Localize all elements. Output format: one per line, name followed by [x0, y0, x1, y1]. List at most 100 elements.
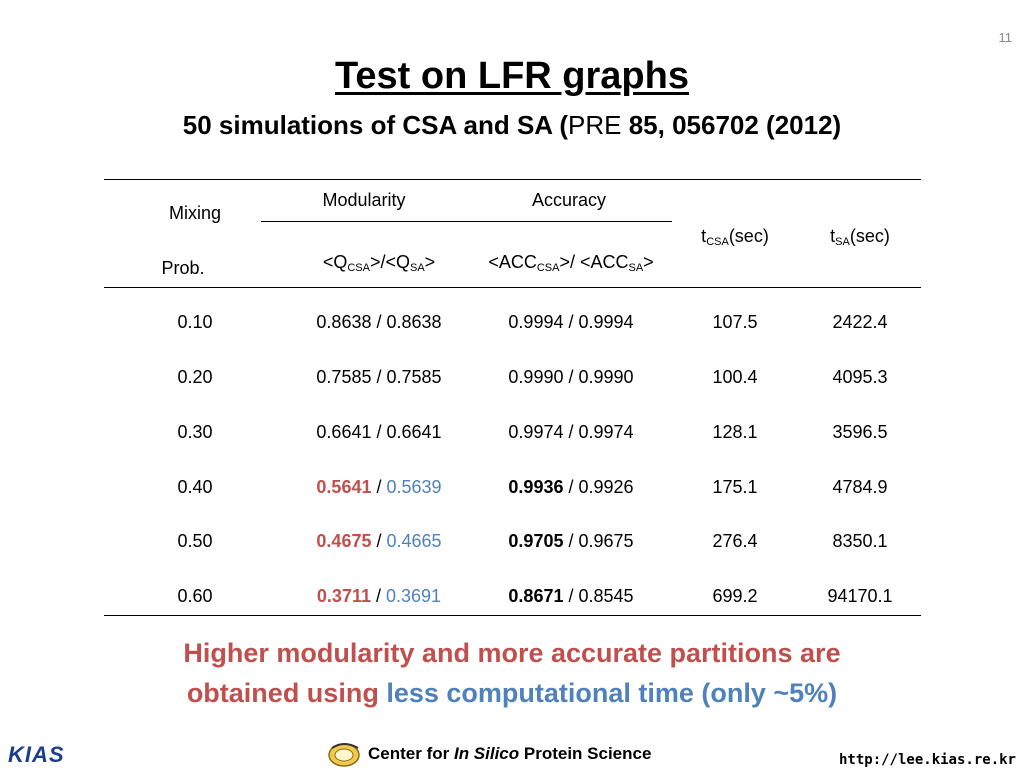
- t-sa-value: 8350.1: [832, 531, 888, 551]
- row-t-csa: 100.4: [675, 367, 795, 388]
- header-accuracy: Accuracy: [531, 190, 607, 210]
- row-modularity: 0.5641 / 0.5639: [274, 477, 484, 498]
- separator: /: [563, 422, 579, 442]
- header-modularity: Modularity: [322, 190, 406, 210]
- separator: /: [563, 531, 579, 551]
- row-prob: 0.60: [145, 586, 245, 607]
- row-t-csa: 107.5: [675, 312, 795, 333]
- slide-title: Test on LFR graphs: [335, 55, 689, 97]
- separator: /: [370, 586, 386, 606]
- row-prob: 0.10: [145, 312, 245, 333]
- acc-sa-value: 0.9994: [578, 312, 634, 332]
- prob-value: 0.50: [177, 531, 213, 551]
- table-header-bottom-rule: [104, 287, 921, 288]
- footer-url: http://lee.kias.re.kr: [838, 752, 1016, 768]
- t-sa-value: 94170.1: [827, 586, 893, 606]
- table-bottom-rule: [104, 615, 921, 616]
- row-t-sa: 8350.1: [800, 531, 920, 552]
- acc-csa-value: 0.9974: [508, 422, 564, 442]
- conclusion-line1: Higher modularity and more accurate part…: [183, 638, 841, 668]
- conclusion-line2-red: obtained using: [186, 678, 387, 708]
- q-sa-value: 0.6641: [386, 422, 442, 442]
- row-modularity: 0.3711 / 0.3691: [274, 586, 484, 607]
- row-accuracy: 0.9705 / 0.9675: [466, 531, 676, 552]
- q-sa-value: 0.5639: [386, 477, 442, 497]
- row-t-sa: 2422.4: [800, 312, 920, 333]
- row-prob: 0.20: [145, 367, 245, 388]
- t-csa-value: 699.2: [712, 586, 758, 606]
- subtitle-part1: 50 simulations of CSA and SA (: [182, 110, 569, 140]
- separator: /: [563, 367, 579, 387]
- separator: /: [563, 586, 579, 606]
- q-sa-value: 0.7585: [386, 367, 442, 387]
- center-logo-icon: [328, 743, 360, 767]
- slide-subtitle: 50 simulations of CSA and SA (PRE 85, 05…: [0, 110, 1024, 141]
- t-csa-value: 276.4: [712, 531, 758, 551]
- q-csa-value: 0.7585: [316, 367, 372, 387]
- header-prob: Prob.: [161, 258, 205, 278]
- q-csa-value: 0.6641: [316, 422, 372, 442]
- row-t-csa: 175.1: [675, 477, 795, 498]
- t-sa-value: 4095.3: [832, 367, 888, 387]
- row-accuracy: 0.9974 / 0.9974: [466, 422, 676, 443]
- table-top-rule: [104, 179, 921, 180]
- separator: /: [371, 531, 387, 551]
- t-csa-value: 100.4: [712, 367, 758, 387]
- row-modularity: 0.7585 / 0.7585: [274, 367, 484, 388]
- kias-logo-text: KIAS: [8, 742, 65, 767]
- header-t-csa: tCSA(sec): [701, 226, 769, 248]
- row-accuracy: 0.9990 / 0.9990: [466, 367, 676, 388]
- center-name: Center for In Silico Protein Science: [368, 744, 652, 763]
- q-sa-value: 0.4665: [386, 531, 442, 551]
- separator: /: [563, 477, 579, 497]
- subtitle-part2: 85, 056702 (2012): [621, 110, 842, 140]
- acc-sa-value: 0.9926: [578, 477, 634, 497]
- separator: /: [371, 312, 387, 332]
- acc-csa-value: 0.9936: [508, 477, 564, 497]
- acc-csa-value: 0.9994: [508, 312, 564, 332]
- t-sa-value: 2422.4: [832, 312, 888, 332]
- separator: /: [563, 312, 579, 332]
- row-t-sa: 94170.1: [800, 586, 920, 607]
- row-prob: 0.30: [145, 422, 245, 443]
- table-header-inner-rule: [261, 221, 672, 222]
- acc-sa-value: 0.9990: [578, 367, 634, 387]
- row-accuracy: 0.8671 / 0.8545: [466, 586, 676, 607]
- prob-value: 0.40: [177, 477, 213, 497]
- row-t-sa: 4784.9: [800, 477, 920, 498]
- acc-csa-value: 0.8671: [508, 586, 564, 606]
- conclusion-line2-blue: less computational time (only ~5%): [386, 678, 838, 708]
- acc-sa-value: 0.9675: [578, 531, 634, 551]
- header-t-sa: tSA(sec): [830, 226, 890, 248]
- acc-sa-value: 0.8545: [578, 586, 634, 606]
- t-csa-value: 175.1: [712, 477, 758, 497]
- kias-logo: KIAS: [8, 742, 70, 768]
- row-t-sa: 4095.3: [800, 367, 920, 388]
- prob-value: 0.60: [177, 586, 213, 606]
- conclusion-line2: obtained using less computational time (…: [0, 678, 1024, 709]
- separator: /: [371, 477, 387, 497]
- row-t-csa: 276.4: [675, 531, 795, 552]
- center-branding: Center for In Silico Protein Science: [328, 740, 651, 768]
- row-accuracy: 0.9936 / 0.9926: [466, 477, 676, 498]
- acc-sa-value: 0.9974: [578, 422, 634, 442]
- acc-csa-value: 0.9705: [508, 531, 564, 551]
- row-prob: 0.40: [145, 477, 245, 498]
- q-csa-value: 0.3711: [316, 586, 371, 606]
- t-csa-value: 128.1: [712, 422, 758, 442]
- row-accuracy: 0.9994 / 0.9994: [466, 312, 676, 333]
- row-t-csa: 699.2: [675, 586, 795, 607]
- q-sa-value: 0.3691: [386, 586, 442, 606]
- q-csa-value: 0.4675: [316, 531, 372, 551]
- separator: /: [371, 422, 387, 442]
- row-modularity: 0.4675 / 0.4665: [274, 531, 484, 552]
- header-acc-formula: <ACCCSA>/ <ACCSA>: [488, 252, 654, 274]
- header-mixing: Mixing: [168, 203, 221, 223]
- t-sa-value: 4784.9: [832, 477, 888, 497]
- t-sa-value: 3596.5: [832, 422, 888, 442]
- q-csa-value: 0.5641: [316, 477, 372, 497]
- row-modularity: 0.6641 / 0.6641: [274, 422, 484, 443]
- prob-value: 0.20: [177, 367, 213, 387]
- prob-value: 0.10: [177, 312, 213, 332]
- row-modularity: 0.8638 / 0.8638: [274, 312, 484, 333]
